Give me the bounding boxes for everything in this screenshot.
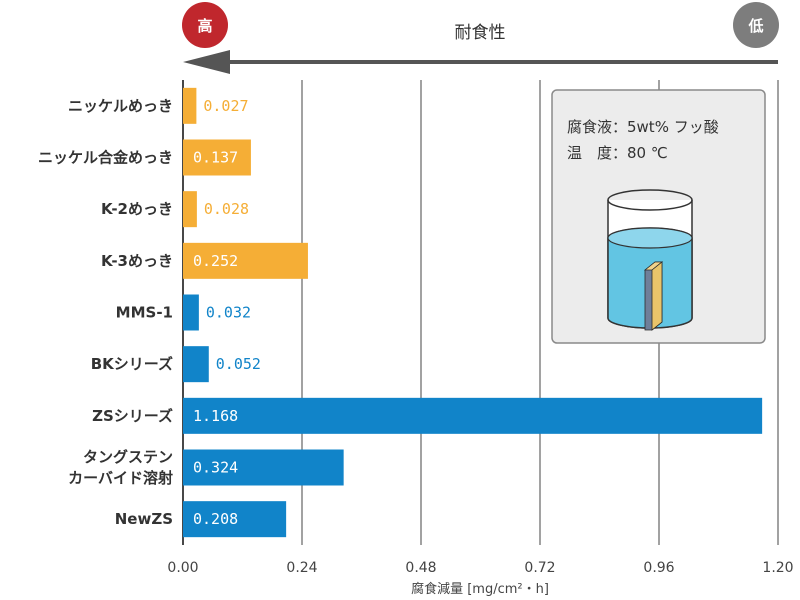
category-label: ZSシリーズ: [92, 407, 173, 425]
low-badge-label: 低: [747, 17, 763, 35]
bar-value-label: 0.137: [193, 149, 238, 167]
category-label: ニッケル合金めっき: [38, 149, 173, 167]
x-tick-label: 1.20: [762, 560, 793, 576]
x-axis-title: 腐食減量 [mg/cm²・h]: [411, 581, 549, 597]
x-tick-label: 0.00: [167, 560, 198, 576]
bar-value-label: 0.324: [193, 459, 238, 477]
bar: [183, 346, 209, 383]
high-badge-label: 高: [197, 17, 212, 35]
x-tick-label: 0.72: [524, 560, 555, 576]
category-label: MMS-1: [116, 304, 173, 322]
bar-value-label: 0.027: [203, 97, 248, 115]
resistance-title: 耐食性: [455, 23, 506, 43]
bar-layer: 0.027 ニッケルめっき 0.137 ニッケル合金めっき 0.028 K-2めっき 0.2…: [38, 87, 763, 538]
category-label: カーバイド溶射: [68, 469, 173, 487]
bar: [183, 397, 763, 434]
category-label: タングステン: [83, 448, 173, 466]
corrosion-resistance-header: 耐食性 高 低: [182, 2, 779, 74]
beaker-icon: [607, 189, 693, 331]
x-tick-label: 0.96: [643, 560, 674, 576]
x-tick-label: 0.24: [286, 560, 317, 576]
category-label: K-2めっき: [101, 200, 173, 218]
bar-value-label: 0.208: [193, 510, 238, 528]
bar-value-label: 1.168: [193, 407, 238, 425]
bar: [183, 501, 287, 538]
category-label: K-3めっき: [101, 252, 173, 270]
condition-solution: 腐食液：5wt% フッ酸: [567, 118, 719, 136]
bar: [183, 139, 251, 176]
bar-value-label: 0.032: [206, 304, 251, 322]
bar: [183, 87, 197, 124]
bar-value-label: 0.052: [216, 355, 261, 373]
low-badge: [733, 2, 779, 48]
bar: [183, 449, 344, 486]
resistance-arrow-head: [183, 50, 230, 74]
category-label: BKシリーズ: [91, 355, 173, 373]
x-tick-label: 0.48: [405, 560, 436, 576]
condition-temperature: 温 度：80 ℃: [567, 144, 668, 162]
high-badge: [182, 2, 228, 48]
bar: [183, 294, 199, 331]
test-conditions-box: 腐食液：5wt% フッ酸 温 度：80 ℃: [551, 89, 766, 344]
bar: [183, 191, 197, 228]
bar-value-label: 0.028: [204, 200, 249, 218]
category-label: ニッケルめっき: [68, 97, 173, 115]
bar-value-label: 0.252: [193, 252, 238, 270]
category-label: NewZS: [115, 510, 173, 528]
bar: [183, 242, 308, 279]
